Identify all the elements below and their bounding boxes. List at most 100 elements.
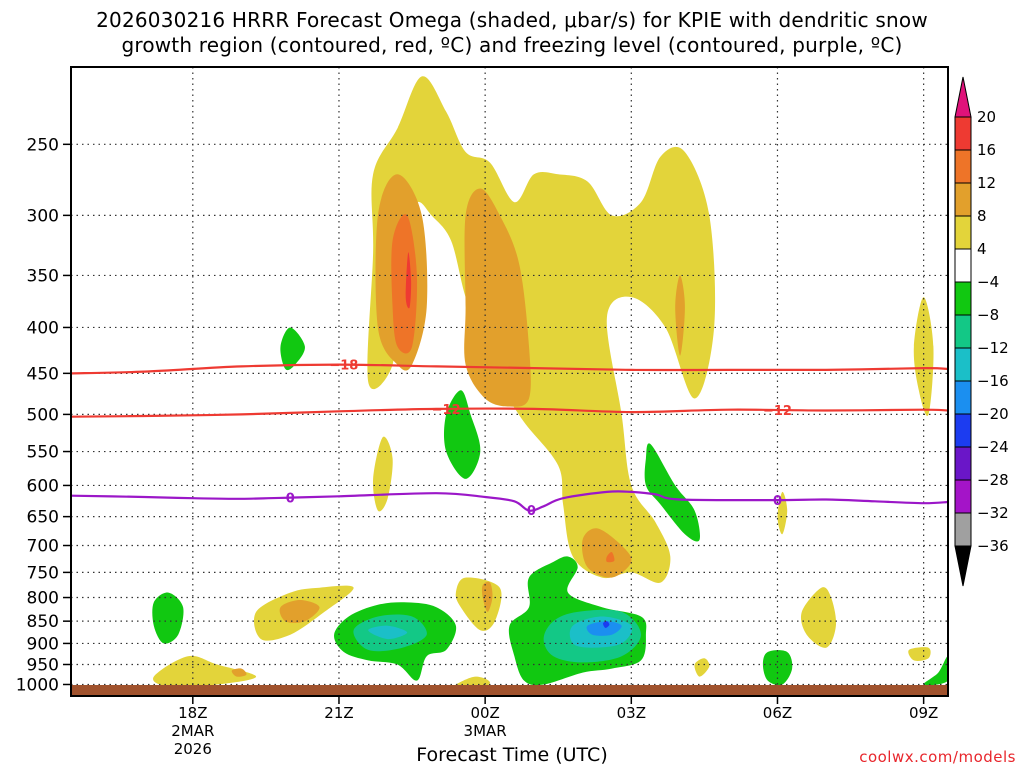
omega-region-32	[444, 390, 481, 479]
omega-region-16	[800, 587, 837, 648]
x-tick-label-03Z: 03Z	[617, 704, 646, 722]
x-tick-label-09Z: 09Z	[909, 704, 938, 722]
colorbar-bin-6	[954, 281, 972, 316]
x-axis-label: Forecast Time (UTC)	[416, 744, 608, 766]
colorbar-bin-8	[954, 347, 972, 382]
omega-region-9	[279, 600, 320, 623]
contour-label-dendritic-lower: −12	[432, 403, 461, 418]
omega-region-33	[644, 443, 701, 542]
colorbar-label-0: 20	[977, 108, 996, 126]
colorbar-bin-5	[954, 248, 972, 283]
terrain-strip	[71, 685, 948, 696]
omega-region-4	[464, 188, 531, 407]
y-tick-label-450: 450	[27, 364, 59, 384]
omega-region-17	[913, 297, 934, 416]
site-credit: coolwx.com/models	[859, 748, 1016, 766]
omega-region-3	[405, 252, 412, 309]
y-tick-label-800: 800	[27, 589, 59, 609]
contour-lines: −18 −12 −12 0 0 0	[71, 359, 948, 519]
y-tick-label-350: 350	[27, 266, 59, 286]
colorbar-label-13: −36	[977, 537, 1009, 555]
omega-region-7	[675, 275, 685, 356]
x-tick-date-00Z: 3MAR	[464, 722, 507, 740]
colorbar-bin-13	[954, 512, 972, 547]
omega-region-6	[606, 552, 615, 563]
omega-region-11	[231, 668, 247, 677]
omega-region-24	[368, 625, 408, 640]
x-tick-label-06Z: 06Z	[763, 704, 792, 722]
y-tick-label-1000: 1000	[16, 675, 59, 695]
y-tick-label-300: 300	[27, 206, 59, 226]
contour-dendritic-lower	[71, 407, 948, 418]
colorbar-label-12: −32	[977, 504, 1009, 522]
omega-region-2	[391, 214, 418, 354]
colorbar-label-10: −24	[977, 438, 1009, 456]
x-tick-label-00Z: 00Z	[470, 704, 499, 722]
y-axis: 2503003504004505005506006507007508008509…	[16, 135, 71, 695]
x-tick-label-18Z: 18Z	[178, 704, 207, 722]
x-tick-label-21Z: 21Z	[324, 704, 353, 722]
x-tick-date-18Z: 2MAR	[171, 722, 214, 740]
omega-region-35	[923, 656, 948, 686]
y-tick-label-600: 600	[27, 476, 59, 496]
omega-region-21	[908, 647, 931, 661]
contour-label-freezing-level-3: 0	[773, 494, 782, 509]
colorbar-bin-7	[954, 314, 972, 349]
omega-region-29	[602, 621, 610, 629]
colorbar-label-4: 4	[977, 240, 987, 258]
colorbar-bin-9	[954, 380, 972, 415]
chart-title-line-2: growth region (contoured, red, ºC) and f…	[121, 33, 903, 57]
chart-title-line-1: 2026030216 HRRR Forecast Omega (shaded, …	[96, 8, 928, 32]
contour-label-freezing-level: 0	[286, 492, 295, 507]
x-tick-year-18Z: 2026	[174, 740, 212, 758]
colorbar-top-arrow	[954, 76, 972, 118]
colorbar-bin-2	[954, 149, 972, 184]
colorbar-bottom-arrow	[954, 545, 972, 587]
y-tick-label-250: 250	[27, 135, 59, 155]
contour-freezing-level	[71, 490, 948, 512]
y-tick-label-400: 400	[27, 318, 59, 338]
omega-region-10	[153, 655, 257, 687]
omega-region-30	[152, 592, 184, 644]
colorbar-label-2: 12	[977, 174, 996, 192]
colorbar-label-1: 16	[977, 141, 996, 159]
y-tick-label-550: 550	[27, 443, 59, 463]
omega-region-5	[582, 528, 632, 578]
omega-region-15	[777, 491, 788, 535]
contour-label-dendritic-upper: −18	[329, 359, 358, 374]
omega-region-13	[481, 581, 493, 612]
colorbar-label-11: −28	[977, 471, 1009, 489]
omega-region-0	[367, 76, 716, 583]
omega-region-14	[372, 436, 393, 512]
y-tick-label-700: 700	[27, 537, 59, 557]
y-tick-label-850: 850	[27, 612, 59, 632]
colorbar: 20 16 12 8 4 −4 −8 −12 −16 −20 −24 −28 −32 −36	[954, 76, 1009, 587]
colorbar-label-9: −20	[977, 405, 1009, 423]
contour-label-dendritic-lower-2: −12	[763, 404, 792, 419]
contour-label-freezing-level-2: 0	[527, 504, 536, 519]
y-tick-label-950: 950	[27, 655, 59, 675]
colorbar-bin-4	[954, 215, 972, 250]
colorbar-label-5: −4	[977, 273, 999, 291]
colorbar-bin-10	[954, 413, 972, 448]
colorbar-label-3: 8	[977, 207, 987, 225]
colorbar-bin-11	[954, 446, 972, 481]
colorbar-label-8: −16	[977, 372, 1009, 390]
contour-dendritic-upper	[71, 363, 948, 375]
omega-region-28	[586, 621, 622, 636]
y-tick-label-750: 750	[27, 563, 59, 583]
y-tick-label-900: 900	[27, 634, 59, 654]
colorbar-bin-12	[954, 479, 972, 514]
colorbar-label-6: −8	[977, 306, 999, 324]
plot-frame	[70, 66, 949, 697]
omega-region-31	[280, 327, 305, 371]
colorbar-bin-3	[954, 182, 972, 217]
omega-region-20	[694, 658, 710, 677]
colorbar-bin-1	[954, 116, 972, 151]
y-tick-label-650: 650	[27, 508, 59, 528]
omega-shading	[152, 76, 948, 693]
y-tick-label-500: 500	[27, 405, 59, 425]
colorbar-label-7: −12	[977, 339, 1009, 357]
